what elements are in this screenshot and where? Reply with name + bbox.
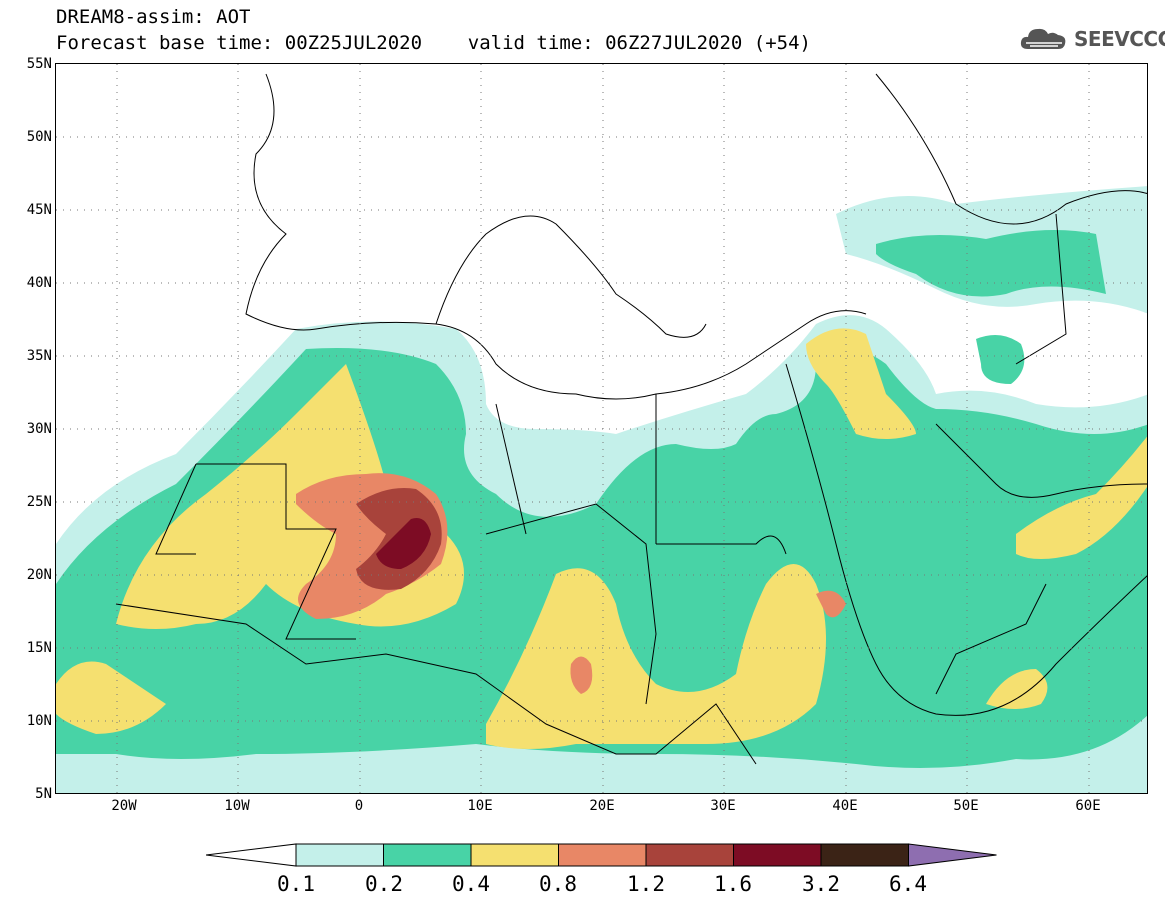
lon-label: 20E (589, 798, 615, 814)
forecast-time-line: Forecast base time: 00Z25JUL2020 valid t… (56, 32, 811, 54)
legend-label: 1.6 (714, 872, 752, 896)
colorbar-swatch (383, 843, 472, 867)
lon-label: 10E (467, 798, 493, 814)
colorbar-swatch (558, 843, 647, 867)
colorbar-swatch (645, 843, 734, 867)
lon-label: 10W (224, 798, 250, 814)
lat-label: 10N (26, 713, 52, 729)
legend-label: 1.2 (627, 872, 665, 896)
borders (115, 73, 1147, 765)
lat-label: 50N (26, 129, 52, 145)
map-title: DREAM8-assim: AOT (56, 6, 251, 28)
graticule (56, 64, 1147, 793)
legend-label: 3.2 (802, 872, 840, 896)
lat-label: 40N (26, 275, 52, 291)
legend-label: 0.8 (539, 872, 577, 896)
lat-label: 35N (26, 348, 52, 364)
colorbar-swatch (820, 843, 909, 867)
aot-map (55, 63, 1148, 794)
legend-label: 0.1 (277, 872, 315, 896)
lat-label: 25N (26, 494, 52, 510)
legend-label: 0.4 (452, 872, 490, 896)
lon-label: 50E (953, 798, 979, 814)
lon-label: 40E (832, 798, 858, 814)
logo-text: SEEVCCC (1074, 27, 1165, 51)
lon-label: 0 (354, 798, 364, 814)
colorbar-swatch (733, 843, 822, 867)
cloud-icon (1020, 28, 1066, 49)
colorbar-swatch (908, 843, 997, 867)
lat-label: 20N (26, 567, 52, 583)
lon-label: 30E (710, 798, 736, 814)
legend-label: 0.2 (365, 872, 403, 896)
legend-label: 6.4 (889, 872, 927, 896)
aot-band-1.6 (376, 518, 431, 569)
seevccc-logo: SEEVCCC (1018, 24, 1165, 54)
lat-label: 15N (26, 640, 52, 656)
lon-label: 60E (1075, 798, 1101, 814)
lat-label: 55N (26, 56, 52, 72)
lon-label: 20W (111, 798, 137, 814)
colorbar-swatch (295, 843, 384, 867)
colorbar-swatch (470, 843, 559, 867)
lat-label: 45N (26, 202, 52, 218)
lat-label: 30N (26, 421, 52, 437)
colorbar-legend (206, 843, 997, 867)
lat-label: 5N (35, 786, 52, 802)
map-canvas (56, 64, 1147, 793)
colorbar-swatch (206, 843, 297, 867)
